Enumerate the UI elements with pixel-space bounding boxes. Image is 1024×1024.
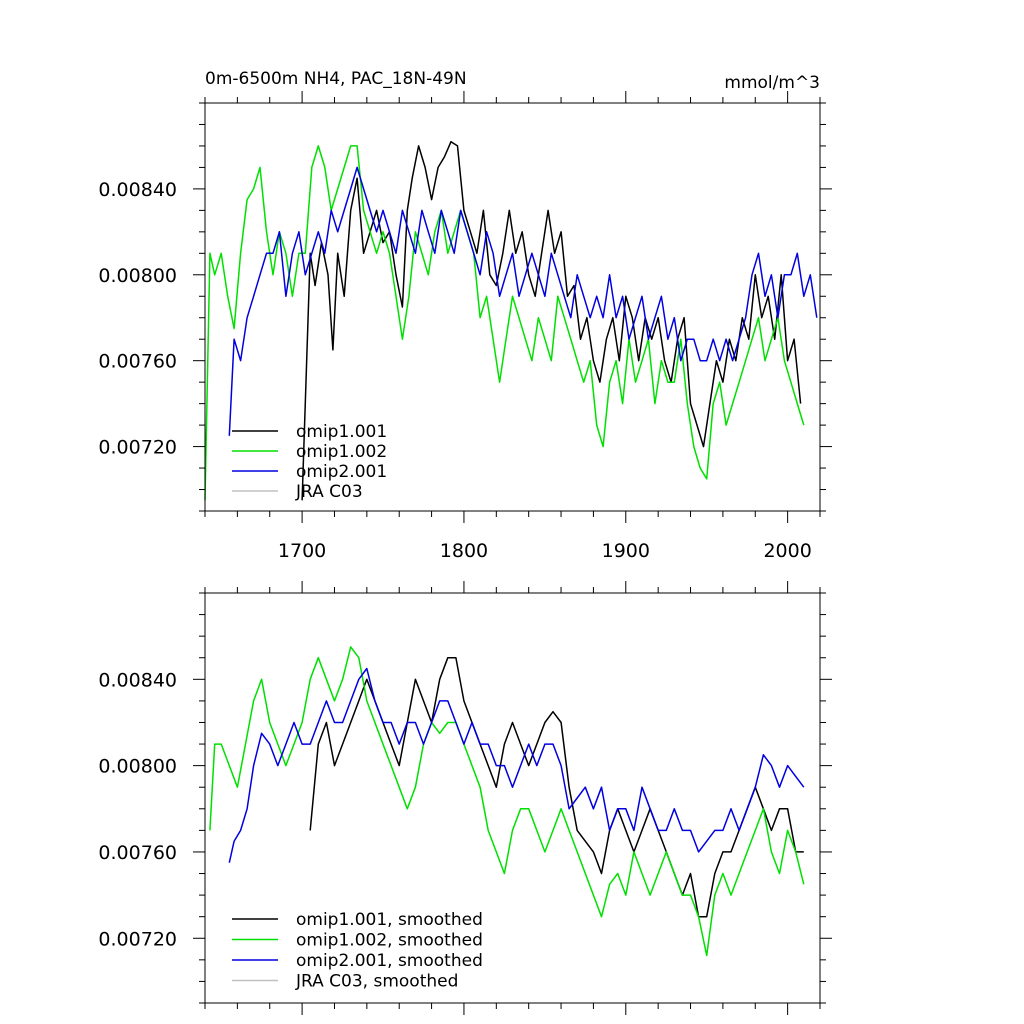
bottom-legend-label-omip2-001-smoothed: omip2.001, smoothed (296, 951, 483, 971)
top-label-layer: 1700 1800 1900 2000 0.00720 0.00760 0.00800 0.0… (98, 179, 811, 562)
top-panel-units: mmol/m^3 (724, 73, 820, 93)
bottom-series-omip1-002-smoothed (209, 646, 805, 957)
top-series-layer (204, 140, 818, 501)
top-series-omip2-001 (228, 166, 818, 436)
bottom-ytick-label: 0.00800 (98, 756, 177, 778)
bottom-series-layer (209, 646, 805, 957)
top-ytick-label: 0.00800 (98, 265, 177, 287)
top-tick-layer (193, 91, 832, 523)
top-series-omip1-002 (204, 145, 805, 501)
bottom-series-omip1-001-smoothed (309, 656, 804, 918)
top-plot-frame (204, 102, 821, 512)
top-ytick-label: 0.00720 (98, 437, 177, 459)
bottom-tick-layer (193, 581, 832, 1015)
bottom-ytick-label: 0.00760 (98, 842, 177, 864)
bottom-legend-label-omip1-001-smoothed: omip1.001, smoothed (296, 910, 483, 930)
bottom-series-omip2-001-smoothed (228, 667, 805, 863)
top-series-omip1-001 (301, 140, 802, 501)
top-legend-label-jra-c03: JRA C03 (295, 482, 363, 502)
top-legend-label-omip1-002: omip1.002 (296, 442, 387, 462)
bottom-ytick-label: 0.00840 (98, 669, 177, 691)
bottom-panel: 0.00720 0.00760 0.00800 0.00840 omip1.001, … (98, 581, 832, 1015)
top-ytick-label: 0.00840 (98, 179, 177, 201)
top-panel-title: 0m-6500m NH4, PAC_18N-49N (205, 69, 467, 89)
bottom-plot-frame (204, 592, 821, 1004)
top-ytick-label: 0.00760 (98, 351, 177, 373)
top-xtick-label: 1800 (440, 540, 488, 562)
bottom-legend-label-omip1-002-smoothed: omip1.002, smoothed (296, 931, 483, 951)
bottom-label-layer: 0.00720 0.00760 0.00800 0.00840 (98, 669, 177, 950)
top-legend-label-omip1-001: omip1.001 (296, 422, 387, 442)
top-xtick-label: 1900 (602, 540, 650, 562)
top-xtick-label: 1700 (278, 540, 326, 562)
bottom-ytick-label: 0.00720 (98, 928, 177, 950)
bottom-legend-label-jra-c03-smoothed: JRA C03, smoothed (295, 972, 458, 992)
top-xtick-label: 2000 (763, 540, 811, 562)
top-panel: 0m-6500m NH4, PAC_18N-49N mmol/m^3 1700 1… (98, 69, 832, 562)
top-legend-label-omip2-001: omip2.001 (296, 462, 387, 482)
